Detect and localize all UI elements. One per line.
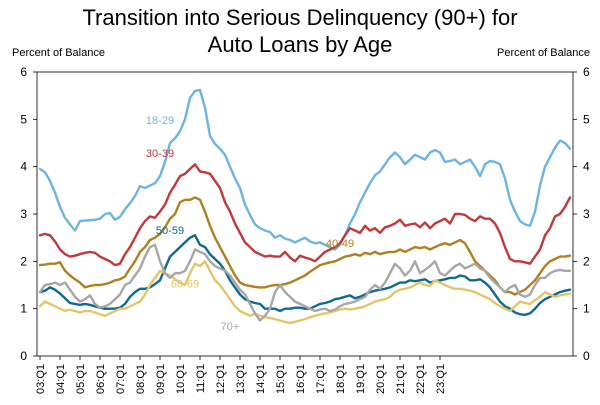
x-tick-label: 06:Q1 — [95, 364, 107, 394]
x-tick-label: 07:Q1 — [115, 364, 127, 394]
y-tick-label-right: 2 — [583, 254, 590, 268]
x-tick-label: 19:Q1 — [355, 364, 367, 394]
y-tick-label-left: 6 — [20, 65, 27, 79]
series-line-50-59 — [38, 234, 572, 316]
series-line-18-29 — [38, 88, 572, 251]
x-tick-label: 16:Q1 — [295, 364, 307, 394]
chart-title: Transition into Serious Delinquency (90+… — [0, 4, 600, 58]
y-tick-label-left: 2 — [20, 254, 27, 268]
series-line-40-49 — [38, 196, 572, 296]
x-tick-label: 13:Q1 — [235, 364, 247, 394]
y-axis-title-right: Percent of Balance — [497, 47, 590, 59]
x-tick-label: 05:Q1 — [75, 364, 87, 394]
y-axis-title-left: Percent of Balance — [12, 47, 105, 59]
y-tick-label-right: 3 — [583, 207, 590, 221]
x-tick-label: 18:Q1 — [335, 364, 347, 394]
y-tick-label-right: 5 — [583, 112, 590, 126]
y-tick-label-left: 3 — [20, 207, 27, 221]
x-tick-label: 15:Q1 — [275, 364, 287, 394]
y-tick-label-right: 0 — [583, 349, 590, 363]
chart-title-line2: Auto Loans by Age — [207, 32, 393, 57]
series-line-30-39 — [38, 163, 572, 267]
series-label-18-29: 18-29 — [146, 115, 174, 127]
x-tick-label: 04:Q1 — [55, 364, 67, 394]
series-label-50-59: 50-59 — [156, 225, 184, 237]
y-tick-label-left: 1 — [20, 302, 27, 316]
x-tick-label: 03:Q1 — [35, 364, 47, 394]
x-tick-label: 14:Q1 — [255, 364, 267, 394]
series-label-40-49: 40-49 — [326, 238, 354, 250]
x-tick-label: 22:Q1 — [415, 364, 427, 394]
y-tick-label-right: 4 — [583, 160, 590, 174]
y-tick-label-left: 5 — [20, 112, 27, 126]
plot-frame — [36, 71, 574, 357]
x-tick-label: 17:Q1 — [315, 364, 327, 394]
x-tick-label: 09:Q1 — [155, 364, 167, 394]
y-tick-label-left: 0 — [20, 349, 27, 363]
chart-title-line1: Transition into Serious Delinquency (90+… — [82, 5, 518, 30]
x-tick-label: 10:Q1 — [175, 364, 187, 394]
x-tick-label: 21:Q1 — [395, 364, 407, 394]
x-tick-label: 12:Q1 — [215, 364, 227, 394]
series-line-70+ — [38, 243, 572, 322]
x-tick-label: 08:Q1 — [135, 364, 147, 394]
series-label-70+: 70+ — [221, 321, 240, 333]
y-tick-label-right: 1 — [583, 302, 590, 316]
y-tick-label-right: 6 — [583, 65, 590, 79]
series-line-60-69 — [38, 260, 572, 325]
x-tick-label: 20:Q1 — [375, 364, 387, 394]
series-label-60-69: 60-69 — [171, 278, 199, 290]
y-tick-label-left: 4 — [20, 160, 27, 174]
x-tick-label: 11:Q1 — [195, 364, 207, 393]
x-tick-label: 23:Q1 — [435, 364, 447, 394]
series-label-30-39: 30-39 — [146, 148, 174, 160]
